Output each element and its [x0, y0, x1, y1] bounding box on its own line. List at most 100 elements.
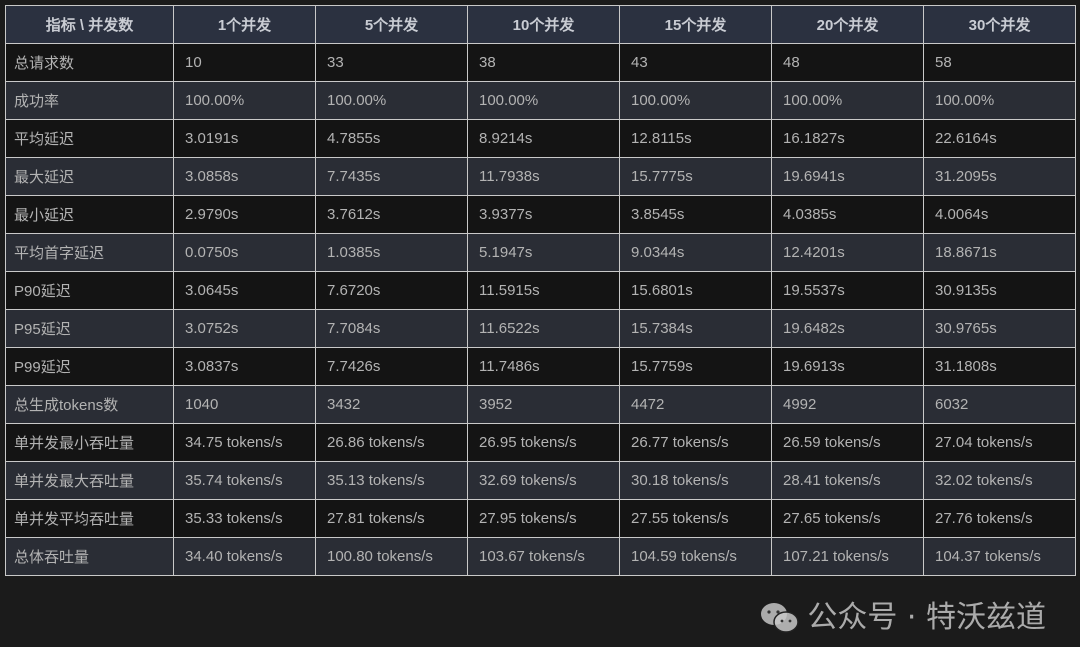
- table-cell: 35.74 tokens/s: [173, 461, 316, 500]
- row-label: 平均首字延迟: [5, 233, 174, 272]
- row-label: 单并发平均吞吐量: [5, 499, 174, 538]
- table-cell: 11.6522s: [467, 309, 620, 348]
- row-label: 总体吞吐量: [5, 537, 174, 576]
- table-cell: 32.69 tokens/s: [467, 461, 620, 500]
- table-row: 单并发最大吞吐量 35.74 tokens/s 35.13 tokens/s 32.6…: [5, 461, 1076, 500]
- table-row: 总生成tokens数 1040 3432 3952 4472 4992 6032: [5, 385, 1076, 424]
- table-cell: 19.6482s: [771, 309, 924, 348]
- table-cell: 4.0385s: [771, 195, 924, 234]
- table-cell: 18.8671s: [923, 233, 1076, 272]
- table-cell: 16.1827s: [771, 119, 924, 158]
- row-label: 成功率: [5, 81, 174, 120]
- table-cell: 34.75 tokens/s: [173, 423, 316, 462]
- header-concurrency: 20个并发: [771, 5, 924, 44]
- table-cell: 5.1947s: [467, 233, 620, 272]
- table-cell: 31.2095s: [923, 157, 1076, 196]
- table-cell: 2.9790s: [173, 195, 316, 234]
- table-cell: 104.59 tokens/s: [619, 537, 772, 576]
- table-cell: 30.9135s: [923, 271, 1076, 310]
- table-row: 成功率 100.00% 100.00% 100.00% 100.00% 100.00% 10…: [5, 81, 1076, 120]
- table-cell: 10: [173, 43, 316, 82]
- watermark: 公众号 · 特沃兹道: [759, 598, 1046, 638]
- table-cell: 8.9214s: [467, 119, 620, 158]
- table-cell: 4992: [771, 385, 924, 424]
- table-cell: 22.6164s: [923, 119, 1076, 158]
- table-row: 总体吞吐量 34.40 tokens/s 100.80 tokens/s 103.67…: [5, 537, 1076, 576]
- table-cell: 100.00%: [173, 81, 316, 120]
- table-cell: 107.21 tokens/s: [771, 537, 924, 576]
- header-concurrency: 1个并发: [173, 5, 316, 44]
- table-cell: 3.0837s: [173, 347, 316, 386]
- table-cell: 3.7612s: [315, 195, 468, 234]
- table-cell: 27.55 tokens/s: [619, 499, 772, 538]
- table-cell: 6032: [923, 385, 1076, 424]
- table-cell: 15.6801s: [619, 271, 772, 310]
- table-cell: 30.18 tokens/s: [619, 461, 772, 500]
- table-cell: 4.0064s: [923, 195, 1076, 234]
- table-cell: 11.7938s: [467, 157, 620, 196]
- row-label: 平均延迟: [5, 119, 174, 158]
- table-cell: 12.4201s: [771, 233, 924, 272]
- table-row: 最大延迟 3.0858s 7.7435s 11.7938s 15.7775s 19.694…: [5, 157, 1076, 196]
- row-label: 单并发最大吞吐量: [5, 461, 174, 500]
- table-header-row: 指标 \ 并发数 1个并发 5个并发 10个并发 15个并发 20个并发 30个并发: [5, 5, 1076, 44]
- table-row: 平均延迟 3.0191s 4.7855s 8.9214s 12.8115s 16.1827…: [5, 119, 1076, 158]
- table-cell: 31.1808s: [923, 347, 1076, 386]
- table-cell: 7.7084s: [315, 309, 468, 348]
- table-cell: 26.95 tokens/s: [467, 423, 620, 462]
- table-cell: 27.95 tokens/s: [467, 499, 620, 538]
- wechat-icon: [761, 603, 800, 633]
- table-cell: 7.7426s: [315, 347, 468, 386]
- table-cell: 15.7759s: [619, 347, 772, 386]
- table-cell: 100.00%: [619, 81, 772, 120]
- table-cell: 3.9377s: [467, 195, 620, 234]
- header-metric: 指标 \ 并发数: [5, 5, 174, 44]
- table-cell: 9.0344s: [619, 233, 772, 272]
- table-cell: 4.7855s: [315, 119, 468, 158]
- table-cell: 26.77 tokens/s: [619, 423, 772, 462]
- table-row: P90延迟 3.0645s 7.6720s 11.5915s 15.6801s 19.55…: [5, 271, 1076, 310]
- table-cell: 38: [467, 43, 620, 82]
- header-concurrency: 10个并发: [467, 5, 620, 44]
- table-cell: 48: [771, 43, 924, 82]
- table-cell: 26.59 tokens/s: [771, 423, 924, 462]
- header-concurrency: 5个并发: [315, 5, 468, 44]
- table-cell: 15.7775s: [619, 157, 772, 196]
- row-label: 最小延迟: [5, 195, 174, 234]
- table-cell: 12.8115s: [619, 119, 772, 158]
- table-cell: 33: [315, 43, 468, 82]
- table-row: 最小延迟 2.9790s 3.7612s 3.9377s 3.8545s 4.0385s 4…: [5, 195, 1076, 234]
- table-cell: 3.0645s: [173, 271, 316, 310]
- table-cell: 35.13 tokens/s: [315, 461, 468, 500]
- table-cell: 100.00%: [467, 81, 620, 120]
- table-cell: 26.86 tokens/s: [315, 423, 468, 462]
- row-label: 总请求数: [5, 43, 174, 82]
- table-cell: 58: [923, 43, 1076, 82]
- table-cell: 19.5537s: [771, 271, 924, 310]
- table-row: 单并发平均吞吐量 35.33 tokens/s 27.81 tokens/s 27.9…: [5, 499, 1076, 538]
- table-cell: 27.81 tokens/s: [315, 499, 468, 538]
- row-label: P90延迟: [5, 271, 174, 310]
- table-cell: 104.37 tokens/s: [923, 537, 1076, 576]
- table-cell: 3952: [467, 385, 620, 424]
- table-cell: 27.65 tokens/s: [771, 499, 924, 538]
- table-cell: 4472: [619, 385, 772, 424]
- table-cell: 0.0750s: [173, 233, 316, 272]
- table-cell: 43: [619, 43, 772, 82]
- watermark-text: 公众号 · 特沃兹道: [807, 600, 1046, 635]
- table-cell: 100.00%: [923, 81, 1076, 120]
- table-cell: 100.80 tokens/s: [315, 537, 468, 576]
- table-cell: 7.7435s: [315, 157, 468, 196]
- table-cell: 34.40 tokens/s: [173, 537, 316, 576]
- table-cell: 27.76 tokens/s: [923, 499, 1076, 538]
- table-cell: 3432: [315, 385, 468, 424]
- table-cell: 100.00%: [771, 81, 924, 120]
- table-row: P95延迟 3.0752s 7.7084s 11.6522s 15.7384s 19.64…: [5, 309, 1076, 348]
- table-cell: 30.9765s: [923, 309, 1076, 348]
- table-cell: 3.0191s: [173, 119, 316, 158]
- row-label: 总生成tokens数: [5, 385, 174, 424]
- table-cell: 1040: [173, 385, 316, 424]
- table-cell: 35.33 tokens/s: [173, 499, 316, 538]
- table-cell: 3.8545s: [619, 195, 772, 234]
- table-cell: 11.5915s: [467, 271, 620, 310]
